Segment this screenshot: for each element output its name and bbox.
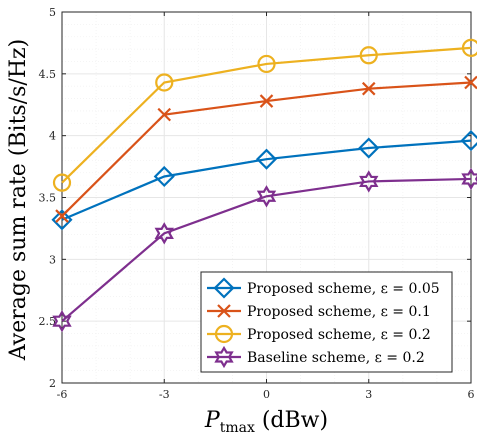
series-line — [61, 46, 472, 184]
y-tick-label: 2 — [49, 377, 56, 390]
y-tick-label: 4.5 — [39, 68, 57, 81]
hexagram-marker — [256, 185, 277, 208]
x-axis-title-unit: (dBw) — [255, 408, 328, 433]
y-tick-label: 3 — [49, 253, 56, 266]
x-tick-label: -3 — [159, 388, 170, 401]
series-layer — [51, 38, 477, 333]
circle-marker — [52, 173, 72, 192]
legend-entry: Proposed scheme, ε = 0.2 — [207, 324, 431, 344]
hexagram-marker — [461, 167, 477, 191]
x-marker — [55, 209, 69, 223]
x-marker — [157, 107, 172, 122]
diamond-marker — [153, 165, 175, 188]
hexagram-marker — [154, 222, 174, 245]
circle-marker — [214, 324, 234, 344]
y-tick-label: 2.5 — [39, 315, 57, 328]
legend-entry: Proposed scheme, ε = 0.1 — [207, 304, 431, 320]
diamond-marker — [213, 277, 235, 299]
x-marker — [464, 75, 477, 90]
series-1 — [51, 130, 477, 231]
hexagram-marker — [52, 309, 72, 333]
legend-entry: Proposed scheme, ε = 0.05 — [207, 277, 440, 299]
series-2 — [55, 75, 477, 223]
legend-box — [200, 271, 453, 373]
y-tick-label: 4 — [49, 130, 56, 143]
circle-marker — [461, 38, 477, 57]
hexagram-marker — [359, 170, 379, 193]
x-tick-label: 0 — [263, 388, 270, 401]
series-4 — [52, 167, 477, 333]
x-axis-title-main: P — [204, 408, 221, 433]
legend-label: Proposed scheme, ε = 0.1 — [247, 304, 431, 320]
diamond-marker — [460, 130, 477, 152]
x-marker — [259, 94, 274, 108]
hexagram-marker — [214, 345, 234, 369]
series-line — [61, 139, 472, 221]
x-axis-title: Ptmax (dBw) — [204, 408, 328, 436]
circle-marker — [155, 73, 174, 92]
legend-entry: Baseline scheme, ε = 0.2 — [207, 345, 425, 369]
x-tick-label: -6 — [57, 388, 68, 401]
y-tick-label: 3.5 — [39, 192, 57, 205]
ticks: -6 -3 0 3 6 2 2.5 3 3.5 4 4.5 5 — [39, 6, 475, 401]
series-line — [61, 177, 472, 323]
y-tick-label: 5 — [49, 6, 56, 19]
x-marker — [217, 304, 231, 318]
diamond-marker — [51, 209, 73, 231]
diamond-marker — [358, 137, 380, 159]
legend-label: Proposed scheme, ε = 0.05 — [247, 281, 440, 297]
legend-label: Proposed scheme, ε = 0.2 — [247, 327, 431, 343]
series-3 — [52, 38, 477, 192]
x-tick-label: 6 — [468, 388, 475, 401]
x-axis-title-subscript: tmax — [220, 420, 255, 436]
y-axis-title: Average sum rate (Bits/s/Hz) — [6, 39, 31, 361]
legend-label: Baseline scheme, ε = 0.2 — [247, 350, 425, 366]
diamond-marker — [255, 148, 278, 170]
x-marker — [361, 81, 376, 96]
x-tick-label: 3 — [365, 388, 372, 401]
circle-marker — [359, 46, 378, 65]
legend: Proposed scheme, ε = 0.05 Proposed scheme… — [200, 271, 453, 373]
circle-marker — [257, 54, 276, 74]
